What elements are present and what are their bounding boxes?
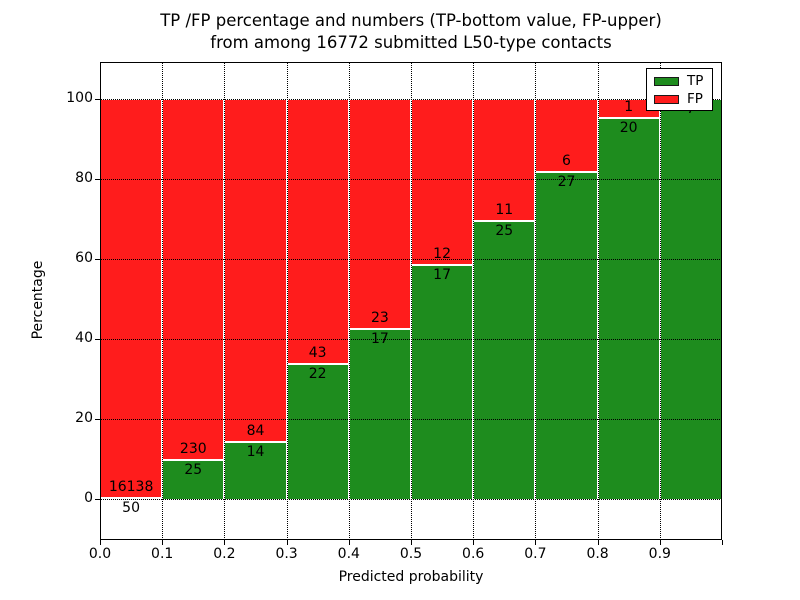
x-tick-label: 0.4 [337,546,360,562]
x-tick-mark [535,540,537,545]
gridline-vertical [597,62,599,540]
chart-title-line2: from among 16772 submitted L50-type cont… [210,33,612,52]
bar-fp [348,99,411,329]
gridline-horizontal [100,419,722,420]
bar-tp-count-label: 25 [184,461,203,478]
bar-fp-count-label: 11 [495,202,514,219]
y-tick-label: 80 [75,170,93,186]
x-tick-label: 0.7 [524,546,547,562]
y-tick-label: 0 [84,490,93,506]
y-tick-mark [95,419,100,420]
y-tick-mark [95,339,100,340]
bar-fp [224,99,287,442]
x-tick-mark [348,540,350,545]
x-tick-label: 0.0 [88,546,112,562]
x-axis-label: Predicted probability [338,569,484,585]
gridline-vertical [162,62,164,540]
bar-tp [473,221,536,500]
x-tick-label: 0.5 [399,546,423,562]
gridline-vertical [411,62,412,540]
gridline-vertical [535,62,537,540]
gridline-vertical [286,62,288,540]
y-tick-label: 20 [75,410,93,426]
legend-item-tp: TP [647,73,712,90]
bar-tp-count-label: 14 [246,443,265,460]
x-tick-label: 0.9 [648,546,671,562]
bar-fp-count-label: 6 [562,152,571,169]
gridline-vertical [224,62,226,540]
gridline-vertical [348,62,350,540]
x-tick-mark [162,540,164,545]
bar-tp-count-label: 20 [619,120,638,137]
legend: TP FP [646,68,713,111]
bar-fp [411,99,474,265]
x-tick-mark [286,540,288,545]
bar-fp-count-label: 23 [370,310,389,326]
bar-tp [286,363,349,500]
y-tick-mark [95,179,100,180]
legend-item-fp: FP [647,91,712,108]
x-tick-label: 0.3 [275,546,298,562]
bar-fp-count-label: 16138 [108,478,154,495]
x-tick-mark [659,540,661,545]
legend-label-tp: TP [687,73,704,89]
y-tick-mark [95,499,100,500]
bar-fp [473,99,536,222]
bar-tp-count-label: 27 [557,173,576,190]
y-tick-label: 40 [75,330,93,346]
bar-tp [597,118,660,500]
bar-fp-count-label: 230 [179,440,207,457]
x-tick-mark [473,540,475,545]
bar-tp-count-label: 25 [495,223,514,240]
bar-fp-count-label: 84 [246,422,265,439]
bar-fp [162,99,225,460]
bar-tp-count-label: 17 [433,266,451,283]
bar-fp-count-label: 43 [308,344,327,361]
bar-tp [162,459,225,500]
x-tick-mark [597,540,599,545]
bar-tp [535,171,598,500]
chart-title-line1: TP /FP percentage and numbers (TP-bottom… [160,11,662,30]
y-tick-mark [95,259,100,260]
y-tick-label: 100 [66,90,93,106]
gridline-horizontal [100,179,722,180]
bar-tp [659,99,722,500]
legend-label-fp: FP [687,91,703,107]
bar-fp [535,99,598,172]
x-tick-mark [224,540,226,545]
bar-tp [411,264,474,500]
chart-title: TP /FP percentage and numbers (TP-bottom… [100,10,722,54]
x-tick-label: 0.6 [462,546,485,562]
bar-tp-count-label: 17 [370,331,389,347]
bar-tp-count-label: 50 [122,499,140,516]
legend-swatch-fp [654,95,679,104]
legend-swatch-tp [654,77,679,86]
gridline-horizontal [100,499,722,500]
x-tick-label: 0.2 [213,546,236,562]
y-tick-mark [95,99,100,100]
gridline-horizontal [100,339,722,340]
y-tick-label: 60 [75,250,93,266]
x-tick-mark [100,540,101,545]
gridline-vertical [473,62,475,540]
bar-tp-count-label: 22 [308,365,327,382]
bar-fp-count-label: 1 [624,99,634,116]
gridline-horizontal [100,259,722,260]
gridline-vertical [659,62,661,540]
x-tick-label: 0.1 [151,546,174,562]
gridline-horizontal [100,99,722,100]
bar-fp-count-label: 12 [433,245,451,262]
x-tick-label: 0.8 [586,546,609,562]
y-axis-label: Percentage [30,260,46,340]
x-tick-mark [411,540,412,545]
bar-fp [100,99,163,498]
x-tick-mark [722,540,723,545]
bar-tp [348,329,411,500]
